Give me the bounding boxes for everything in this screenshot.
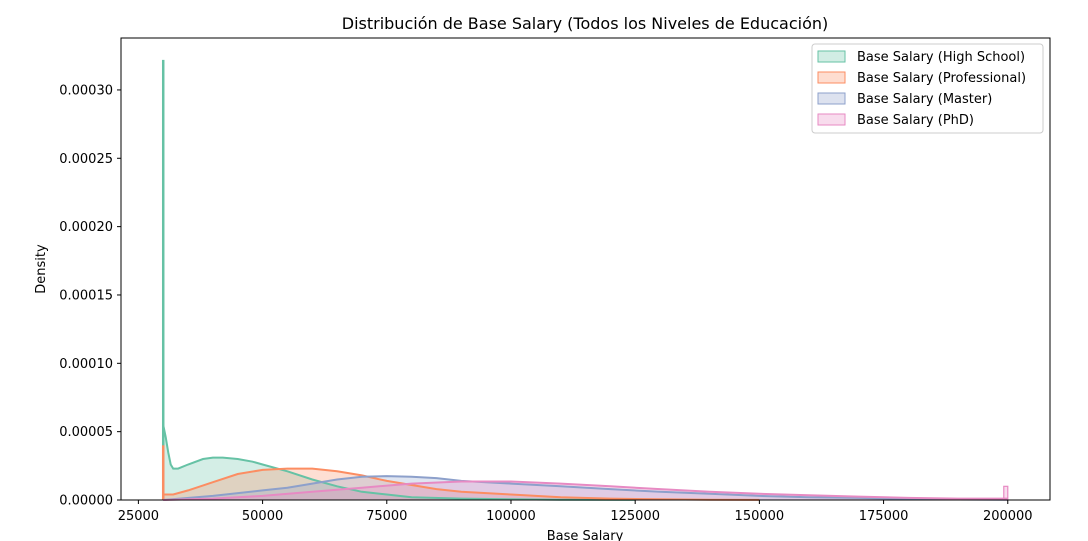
plot-frame [120, 37, 1051, 501]
legend-label-professional: Base Salary (Professional) [857, 71, 1026, 86]
x-tick-label: 25000 [118, 509, 159, 524]
chart-title: Distribución de Base Salary (Todos los N… [342, 14, 828, 33]
x-tick-label: 50000 [242, 509, 283, 524]
y-tick-label: 0.00025 [59, 152, 113, 167]
x-tick-label: 175000 [859, 509, 909, 524]
legend: Base Salary (High School) Base Salary (P… [811, 43, 1044, 134]
line-phd [163, 480, 1008, 501]
y-tick-label: 0.00020 [59, 220, 113, 235]
y-tick-label: 0.00015 [59, 288, 113, 303]
y-tick-label: 0.00000 [59, 494, 113, 509]
y-tick-label: 0.00010 [59, 357, 113, 372]
y-axis-label: Density [34, 244, 49, 294]
legend-swatch-high-school [817, 50, 846, 63]
y-tick-label: 0.00030 [59, 83, 113, 98]
series-areas [163, 424, 1008, 500]
spike-phd [1003, 485, 1009, 501]
area-high-school [163, 424, 636, 500]
x-tick-label: 125000 [610, 509, 660, 524]
series-lines [161, 59, 1009, 501]
line-professional [163, 467, 760, 501]
x-tick-label: 100000 [486, 509, 536, 524]
legend-label-master: Base Salary (Master) [857, 92, 992, 107]
y-tick-label: 0.00005 [59, 425, 113, 440]
legend-swatch-professional [817, 71, 846, 84]
line-high-school [162, 424, 636, 501]
x-tick-label: 75000 [366, 509, 407, 524]
legend-label-high-school: Base Salary (High School) [857, 50, 1025, 65]
x-axis-label: Base Salary [547, 529, 624, 541]
legend-label-phd: Base Salary (PhD) [857, 113, 974, 128]
x-axis-ticks: 25000 50000 75000 100000 125000 150000 175000 2… [118, 500, 1033, 524]
legend-box [811, 43, 1044, 134]
x-tick-label: 150000 [735, 509, 785, 524]
legend-swatch-master [817, 92, 846, 105]
y-axis-ticks: 0.00000 0.00005 0.00010 0.00015 0.00020 0.000… [59, 83, 121, 509]
legend-swatch-phd [817, 113, 846, 126]
x-tick-label: 200000 [983, 509, 1033, 524]
